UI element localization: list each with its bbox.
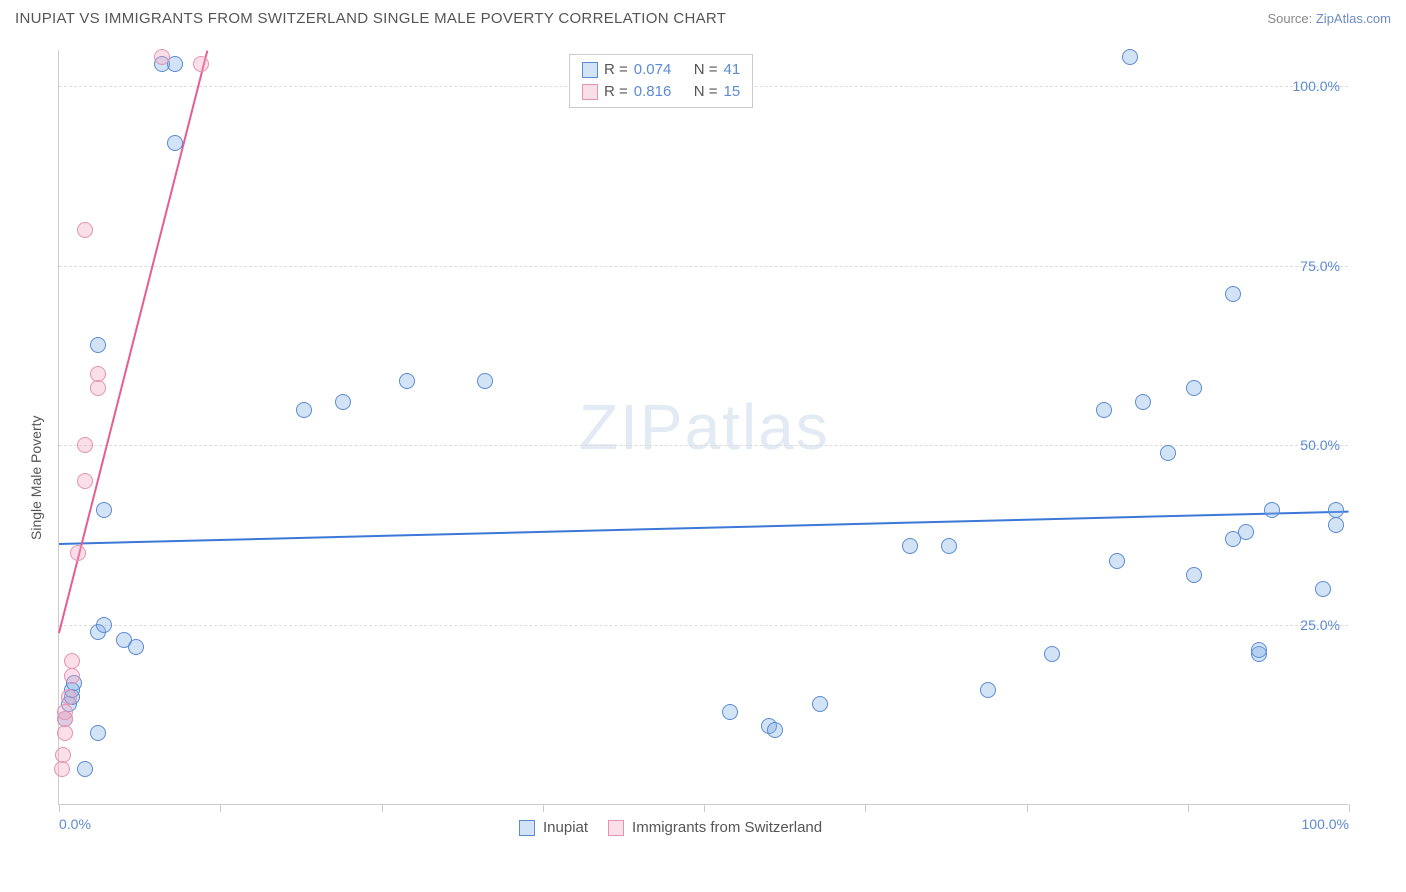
data-point [902, 538, 918, 554]
x-tick [1188, 804, 1189, 812]
y-axis-label: Single Male Poverty [28, 415, 44, 540]
data-point [64, 653, 80, 669]
data-point [90, 380, 106, 396]
x-tick-label: 0.0% [59, 816, 91, 832]
legend-series-label: Immigrants from Switzerland [632, 819, 822, 836]
data-point [167, 135, 183, 151]
data-point [90, 337, 106, 353]
data-point [96, 502, 112, 518]
legend-n-value: 15 [724, 81, 741, 103]
data-point [57, 704, 73, 720]
legend-swatch [582, 62, 598, 78]
x-tick [865, 804, 866, 812]
data-point [55, 747, 71, 763]
data-point [1264, 502, 1280, 518]
y-tick-label: 50.0% [1300, 437, 1340, 453]
x-tick-label: 100.0% [1302, 816, 1349, 832]
x-tick [1349, 804, 1350, 812]
source-prefix: Source: [1267, 11, 1315, 26]
data-point [296, 402, 312, 418]
trend-line-inupiat [59, 510, 1349, 544]
legend-swatch [608, 820, 624, 836]
data-point [90, 366, 106, 382]
data-point [1044, 646, 1060, 662]
data-point [1186, 380, 1202, 396]
data-point [767, 722, 783, 738]
chart-container: INUPIAT VS IMMIGRANTS FROM SWITZERLAND S… [10, 10, 1396, 882]
gridline-h [59, 266, 1348, 267]
data-point [1328, 517, 1344, 533]
data-point [1186, 567, 1202, 583]
legend-r-value: 0.074 [634, 59, 688, 81]
x-tick [704, 804, 705, 812]
data-point [1251, 642, 1267, 658]
data-point [1238, 524, 1254, 540]
y-tick-label: 75.0% [1300, 258, 1340, 274]
watermark: ZIPatlas [579, 390, 830, 464]
legend-series-label: Inupiat [543, 819, 588, 836]
y-tick-label: 25.0% [1300, 617, 1340, 633]
data-point [54, 761, 70, 777]
legend-n-value: 41 [724, 59, 741, 81]
source-link[interactable]: ZipAtlas.com [1316, 11, 1391, 26]
legend-stats-row: R = 0.816 N = 15 [582, 81, 740, 103]
data-point [722, 704, 738, 720]
x-tick [543, 804, 544, 812]
data-point [70, 545, 86, 561]
legend-swatch [582, 84, 598, 100]
x-tick [382, 804, 383, 812]
legend-stats: R = 0.074 N = 41 R = 0.816 N = 15 [569, 54, 753, 108]
data-point [335, 394, 351, 410]
data-point [154, 49, 170, 65]
data-point [1109, 553, 1125, 569]
data-point [96, 617, 112, 633]
data-point [61, 689, 77, 705]
legend-stats-row: R = 0.074 N = 41 [582, 59, 740, 81]
source-label-container: Source: ZipAtlas.com [1267, 11, 1391, 26]
gridline-h [59, 625, 1348, 626]
x-tick [220, 804, 221, 812]
data-point [1122, 49, 1138, 65]
data-point [77, 761, 93, 777]
data-point [1328, 502, 1344, 518]
legend-series: Inupiat Immigrants from Switzerland [519, 819, 822, 836]
data-point [1096, 402, 1112, 418]
data-point [57, 725, 73, 741]
data-point [1160, 445, 1176, 461]
legend-n-label: N = [694, 59, 718, 81]
data-point [77, 222, 93, 238]
legend-r-label: R = [604, 81, 628, 103]
legend-swatch [519, 820, 535, 836]
title-row: INUPIAT VS IMMIGRANTS FROM SWITZERLAND S… [10, 10, 1396, 32]
data-point [477, 373, 493, 389]
data-point [941, 538, 957, 554]
data-point [1225, 286, 1241, 302]
data-point [90, 725, 106, 741]
y-tick-label: 100.0% [1293, 78, 1340, 94]
legend-series-item: Immigrants from Switzerland [608, 819, 822, 836]
data-point [980, 682, 996, 698]
data-point [77, 437, 93, 453]
x-tick [59, 804, 60, 812]
data-point [812, 696, 828, 712]
x-tick [1027, 804, 1028, 812]
legend-r-value: 0.816 [634, 81, 688, 103]
chart-title: INUPIAT VS IMMIGRANTS FROM SWITZERLAND S… [15, 10, 726, 27]
data-point [64, 668, 80, 684]
data-point [77, 473, 93, 489]
legend-series-item: Inupiat [519, 819, 588, 836]
legend-r-label: R = [604, 59, 628, 81]
data-point [193, 56, 209, 72]
plot-region: ZIPatlas 25.0%50.0%75.0%100.0%0.0%100.0%… [58, 50, 1348, 805]
legend-n-label: N = [694, 81, 718, 103]
data-point [128, 639, 144, 655]
gridline-h [59, 445, 1348, 446]
data-point [1315, 581, 1331, 597]
data-point [399, 373, 415, 389]
data-point [1135, 394, 1151, 410]
